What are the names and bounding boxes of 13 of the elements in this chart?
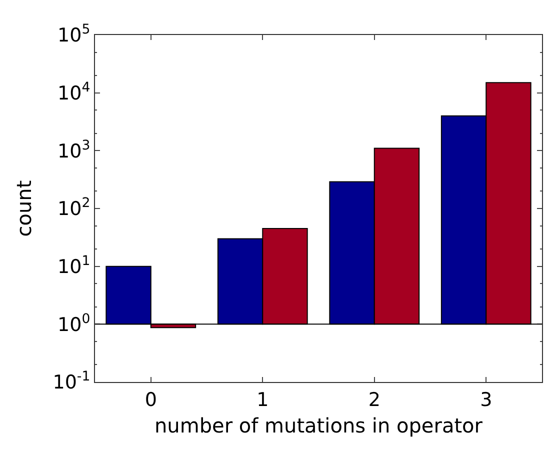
y-axis-title: count [12,180,36,237]
y-tick-label: 10$^{0}$ [58,312,90,336]
y-tick-label: 10$^{5}$ [58,22,90,47]
y-tick-label: 10$^{4}$ [58,80,90,104]
y-tick-label: 10$^{-1}$ [52,370,90,394]
x-tick-label: 3 [480,388,492,411]
x-axis-title: number of mutations in operator [154,413,484,438]
y-tick-label: 10$^{2}$ [58,196,90,220]
x-tick-label: 2 [368,388,380,411]
y-tick-label: 10$^{3}$ [58,138,90,162]
x-tick-label: 1 [256,388,269,411]
y-tick-label: 10$^{1}$ [58,254,90,278]
x-tick-label: 0 [144,388,157,411]
